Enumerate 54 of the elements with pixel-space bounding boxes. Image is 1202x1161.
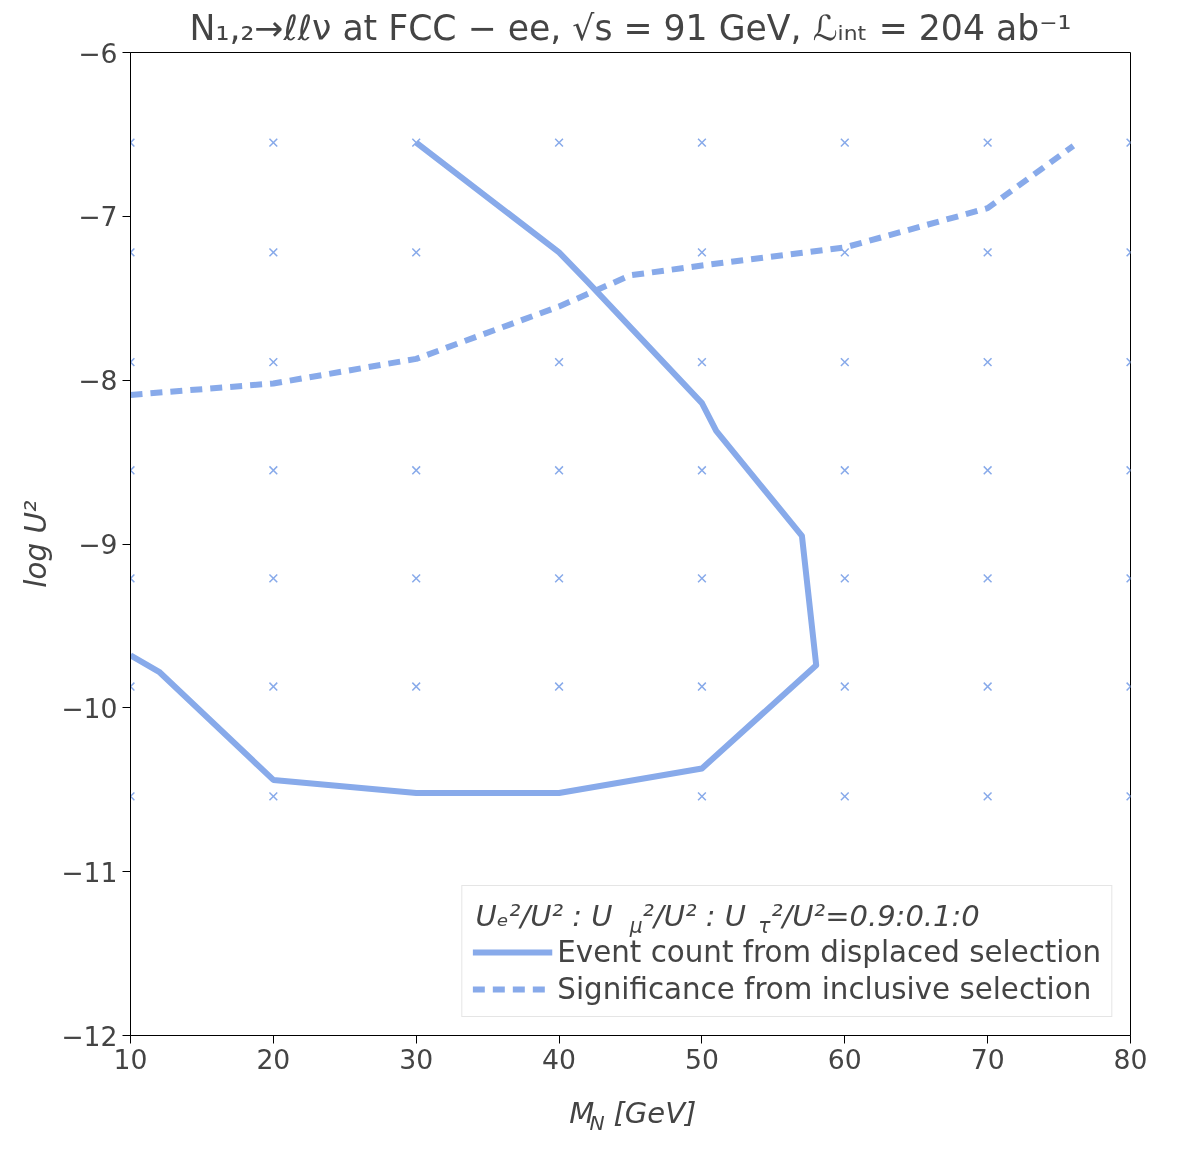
point [697, 791, 707, 801]
point [554, 573, 564, 584]
y-tick-label: −10 [61, 692, 118, 724]
point [840, 465, 850, 475]
x-tick-label: 20 [256, 1043, 291, 1075]
point [554, 465, 564, 475]
point [697, 681, 707, 692]
point [983, 681, 993, 692]
point [268, 357, 278, 367]
point [840, 247, 850, 258]
x-tick-label: 30 [399, 1043, 434, 1075]
point [268, 681, 278, 692]
chart-title: N₁,₂→ℓℓν at FCC − ee, √s = 91 GeV, ℒᵢₙₜ = 204 ab⁻¹ [189, 7, 1072, 48]
point [411, 247, 421, 258]
point [411, 465, 421, 475]
point [268, 573, 278, 584]
point [268, 137, 278, 148]
point [983, 137, 993, 148]
point [554, 357, 564, 367]
point [697, 357, 707, 367]
point [983, 357, 993, 367]
x-tick-label: 80 [1113, 1043, 1148, 1075]
x-tick-label: 50 [684, 1043, 719, 1075]
point [554, 681, 564, 692]
y-tick-label: −7 [78, 201, 118, 233]
x-tick-label: 60 [827, 1043, 862, 1075]
y-tick-label: −8 [78, 365, 118, 397]
point [840, 357, 850, 367]
point [268, 247, 278, 258]
point [983, 573, 993, 584]
point [697, 465, 707, 475]
point [697, 137, 707, 148]
y-tick-label: −6 [78, 37, 118, 69]
point [840, 791, 850, 801]
point [411, 573, 421, 584]
point [840, 573, 850, 584]
legend-label: Significance from inclusive selection [557, 972, 1092, 1006]
point [983, 791, 993, 801]
point [840, 681, 850, 692]
point [411, 681, 421, 692]
point [983, 247, 993, 258]
point [411, 137, 421, 148]
point [268, 465, 278, 475]
point [983, 465, 993, 475]
x-tick-label: 40 [542, 1043, 577, 1075]
point [554, 137, 564, 148]
point [697, 247, 707, 258]
y-tick-label: −9 [78, 529, 118, 560]
point [840, 137, 850, 148]
x-tick-label: 70 [970, 1043, 1005, 1075]
point [268, 791, 278, 801]
y-axis-title: log U² [19, 500, 54, 588]
y-tick-label: −11 [61, 856, 118, 888]
point [697, 573, 707, 584]
